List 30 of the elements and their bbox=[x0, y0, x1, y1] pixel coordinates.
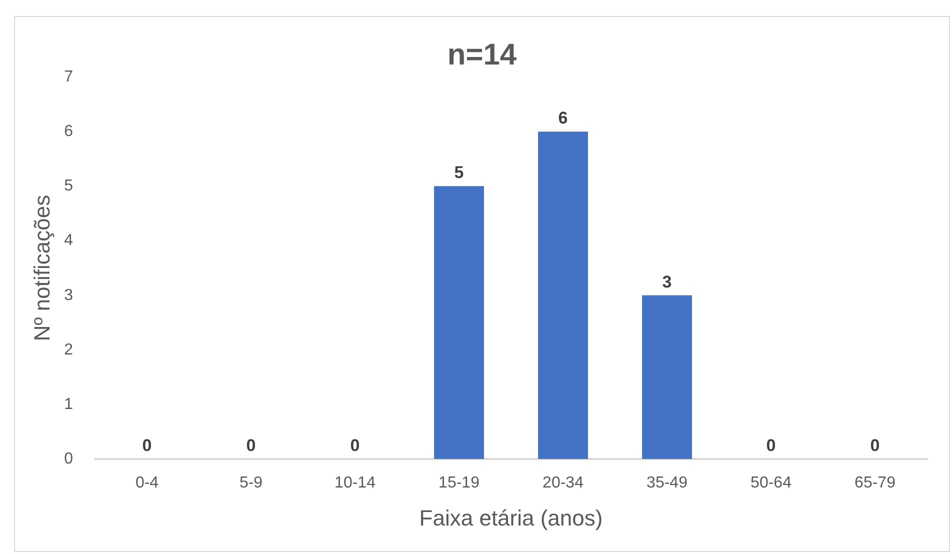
data-label: 0 bbox=[766, 436, 776, 455]
data-label: 0 bbox=[142, 436, 152, 455]
bar bbox=[434, 186, 484, 459]
x-tick-label: 20-34 bbox=[542, 474, 584, 492]
data-label: 0 bbox=[870, 436, 880, 455]
y-tick-label: 5 bbox=[64, 178, 74, 195]
y-tick-label: 4 bbox=[64, 232, 74, 250]
bar bbox=[642, 295, 692, 459]
x-axis-title: Faixa etária (anos) bbox=[419, 506, 603, 530]
x-tick-label: 65-79 bbox=[854, 474, 896, 492]
x-tick-label: 15-19 bbox=[438, 474, 480, 492]
data-label: 6 bbox=[558, 108, 568, 128]
y-axis-title: Nº notificações bbox=[30, 194, 54, 342]
data-label: 5 bbox=[454, 163, 464, 182]
y-tick-label: 0 bbox=[64, 450, 74, 468]
x-tick-label: 0-4 bbox=[135, 474, 159, 492]
y-tick-label: 7 bbox=[64, 68, 74, 86]
data-label: 3 bbox=[662, 272, 672, 292]
y-tick-label: 6 bbox=[64, 123, 74, 140]
x-tick-label: 10-14 bbox=[334, 474, 376, 492]
y-tick-label: 1 bbox=[64, 396, 74, 413]
x-tick-label: 35-49 bbox=[646, 474, 688, 492]
chart-title: n=14 bbox=[447, 38, 517, 72]
bar bbox=[538, 132, 588, 459]
x-tick-label: 5-9 bbox=[239, 474, 263, 492]
data-label: 0 bbox=[350, 436, 360, 455]
x-tick-label: 50-64 bbox=[750, 474, 792, 492]
y-tick-label: 3 bbox=[64, 286, 74, 304]
y-tick-label: 2 bbox=[64, 341, 74, 358]
data-label: 0 bbox=[246, 436, 256, 455]
